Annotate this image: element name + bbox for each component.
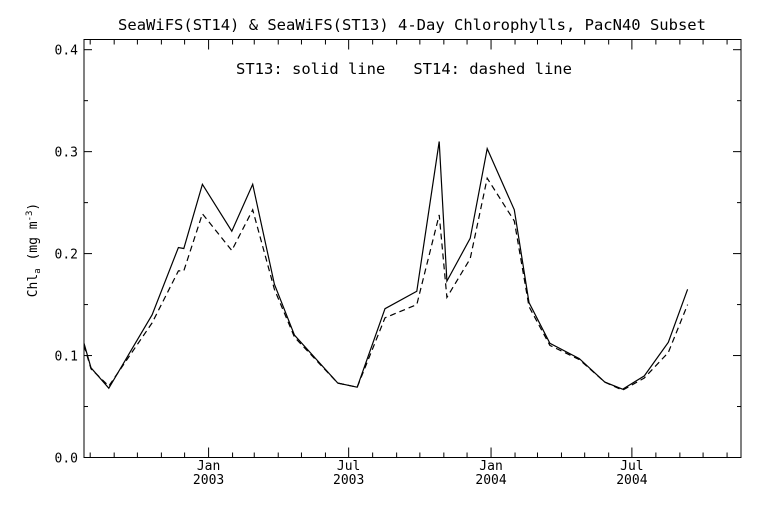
y-axis-label-unit-close: )	[26, 203, 41, 211]
chart-annotation: ST13: solid line ST14: dashed line	[236, 60, 572, 78]
y-axis-label: Chla (mg m-3)	[25, 203, 43, 298]
y-tick-label: 0.3	[55, 146, 78, 161]
series-line-st13	[83, 141, 689, 390]
y-tick-label: 0.1	[55, 350, 78, 365]
plot-frame	[83, 39, 742, 458]
y-tick-label: 0.2	[55, 248, 78, 263]
series-layer	[83, 141, 689, 391]
x-tick-label-month: Jul	[337, 459, 360, 474]
x-tick-label-year: 2004	[616, 473, 647, 488]
y-axis: 0.0 0.1 0.2 0.3 0.4	[55, 44, 741, 467]
x-tick-label-year: 2004	[475, 473, 506, 488]
y-tick-label: 0.0	[55, 452, 78, 467]
series-line-st14	[83, 176, 689, 391]
y-tick-label: 0.4	[55, 44, 79, 59]
x-tick-label-month: Jul	[620, 459, 643, 474]
x-tick-label-year: 2003	[333, 473, 364, 488]
y-axis-label-unit: (mg m	[26, 221, 41, 268]
y-axis-label-main: Chl	[26, 274, 41, 297]
x-tick-label-month: Jan	[197, 459, 220, 474]
x-tick-label-month: Jan	[479, 459, 502, 474]
y-axis-label-subscript: a	[33, 268, 43, 273]
x-tick-label-year: 2003	[193, 473, 224, 488]
chart-title: SeaWiFS(ST14) & SeaWiFS(ST13) 4-Day Chlo…	[118, 16, 706, 34]
y-axis-label-unit-exponent: -3	[25, 211, 35, 222]
